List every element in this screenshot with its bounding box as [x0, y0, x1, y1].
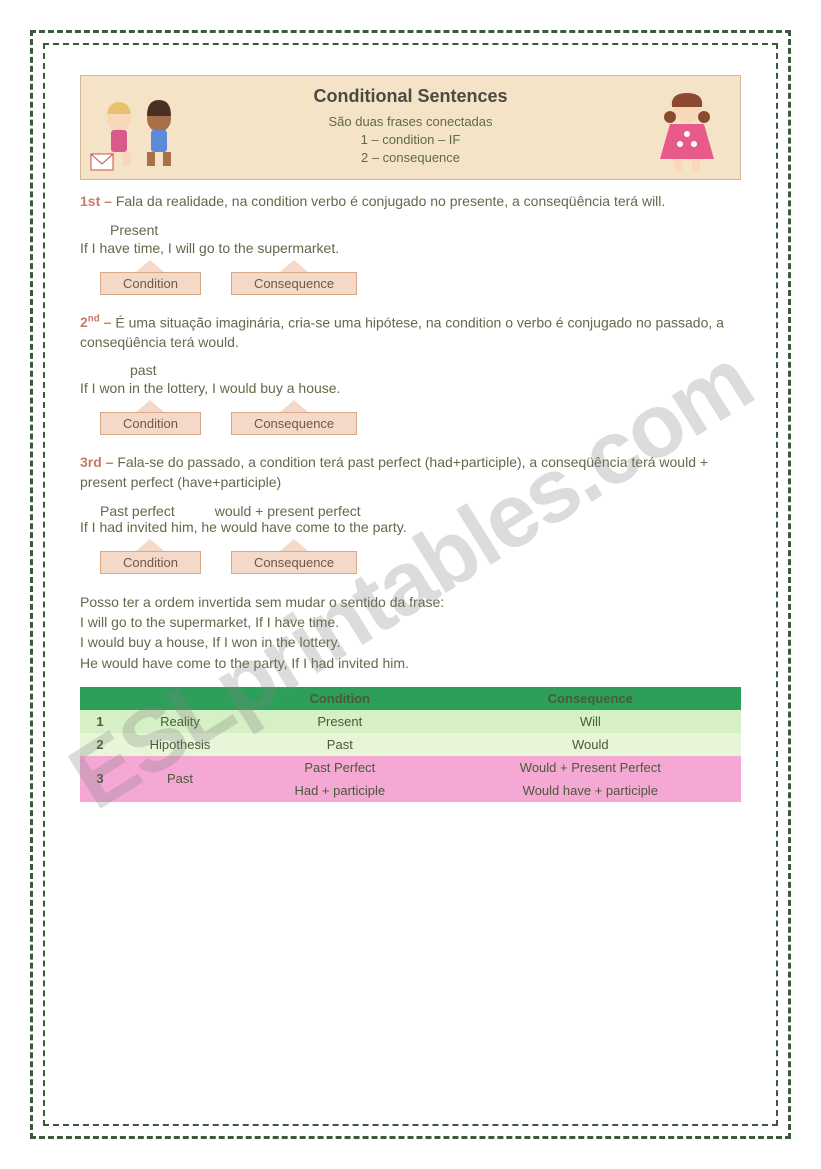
- arrow-up-icon: [280, 260, 308, 272]
- inverted-line-1: I will go to the supermarket, If I have …: [80, 612, 741, 632]
- table-row-cond: Past: [240, 733, 440, 756]
- arrow-up-icon: [280, 539, 308, 551]
- table-row-type: Past: [120, 756, 240, 802]
- table-header-blank2: [120, 687, 240, 710]
- consequence-label: Consequence: [231, 272, 357, 295]
- arrow-up-icon: [136, 539, 164, 551]
- table-row-cons: Would + Present Perfect: [440, 756, 741, 779]
- ordinal-1st: 1st –: [80, 193, 112, 209]
- table-row-type: Hipothesis: [120, 733, 240, 756]
- summary-table: Condition Consequence 1 Reality Present …: [80, 687, 741, 802]
- table-header-consequence: Consequence: [440, 687, 741, 710]
- tense-label-3rd-b: would + present perfect: [215, 503, 361, 519]
- table-row-num: 3: [80, 756, 120, 802]
- condition-box-3rd: Condition: [100, 539, 201, 574]
- table-row-cons: Will: [440, 710, 741, 733]
- arrow-up-icon: [280, 400, 308, 412]
- inverted-intro: Posso ter a ordem invertida sem mudar o …: [80, 592, 741, 612]
- inverted-line-2: I would buy a house, If I won in the lot…: [80, 632, 741, 652]
- table-header-condition: Condition: [240, 687, 440, 710]
- desc-3rd: Fala-se do passado, a condition terá pas…: [80, 454, 708, 490]
- example-1st: If I have time, I will go to the superma…: [80, 240, 741, 256]
- condition-box-1st: Condition: [100, 260, 201, 295]
- condition-label: Condition: [100, 272, 201, 295]
- desc-2nd: É uma situação imaginária, cria-se uma h…: [80, 314, 724, 350]
- consequence-box-3rd: Consequence: [231, 539, 357, 574]
- condition-label: Condition: [100, 412, 201, 435]
- section-third-conditional: 3rd – Fala-se do passado, a condition te…: [80, 453, 741, 573]
- table-row-cond2: Had + participle: [240, 779, 440, 802]
- consequence-label: Consequence: [231, 551, 357, 574]
- example-3rd: If I had invited him, he would have come…: [80, 519, 741, 535]
- table-row-cons2: Would have + participle: [440, 779, 741, 802]
- table-row-cond: Past Perfect: [240, 756, 440, 779]
- section-second-conditional: 2nd – É uma situação imaginária, cria-se…: [80, 313, 741, 436]
- tense-label-3rd-a: Past perfect: [100, 503, 175, 519]
- example-2nd: If I won in the lottery, I would buy a h…: [80, 380, 741, 396]
- children-illustration-right: [642, 89, 732, 174]
- consequence-box-2nd: Consequence: [231, 400, 357, 435]
- boxes-row-3rd: Condition Consequence: [100, 539, 741, 574]
- table-row-num: 2: [80, 733, 120, 756]
- boxes-row-1st: Condition Consequence: [100, 260, 741, 295]
- table-row-cond: Present: [240, 710, 440, 733]
- inverted-order-block: Posso ter a ordem invertida sem mudar o …: [80, 592, 741, 673]
- ordinal-2nd: 2nd –: [80, 314, 111, 330]
- condition-box-2nd: Condition: [100, 400, 201, 435]
- children-illustration-left: [89, 94, 199, 174]
- header-panel: Conditional Sentences São duas frases co…: [80, 75, 741, 180]
- inverted-line-3: He would have come to the party, If I ha…: [80, 653, 741, 673]
- section-first-conditional: 1st – Fala da realidade, na condition ve…: [80, 192, 741, 295]
- arrow-up-icon: [136, 260, 164, 272]
- table-header-blank: [80, 687, 120, 710]
- consequence-box-1st: Consequence: [231, 260, 357, 295]
- condition-label: Condition: [100, 551, 201, 574]
- table-row-num: 1: [80, 710, 120, 733]
- table-row-cons: Would: [440, 733, 741, 756]
- page-border-outer: ESLprintables.com: [30, 30, 791, 1139]
- tense-label-2nd: past: [130, 362, 741, 378]
- tense-label-1st: Present: [110, 222, 741, 238]
- desc-1st: Fala da realidade, na condition verbo é …: [116, 193, 665, 209]
- consequence-label: Consequence: [231, 412, 357, 435]
- table-row-type: Reality: [120, 710, 240, 733]
- arrow-up-icon: [136, 400, 164, 412]
- ordinal-3rd: 3rd –: [80, 454, 113, 470]
- boxes-row-2nd: Condition Consequence: [100, 400, 741, 435]
- page-border-inner: ESLprintables.com: [43, 43, 778, 1126]
